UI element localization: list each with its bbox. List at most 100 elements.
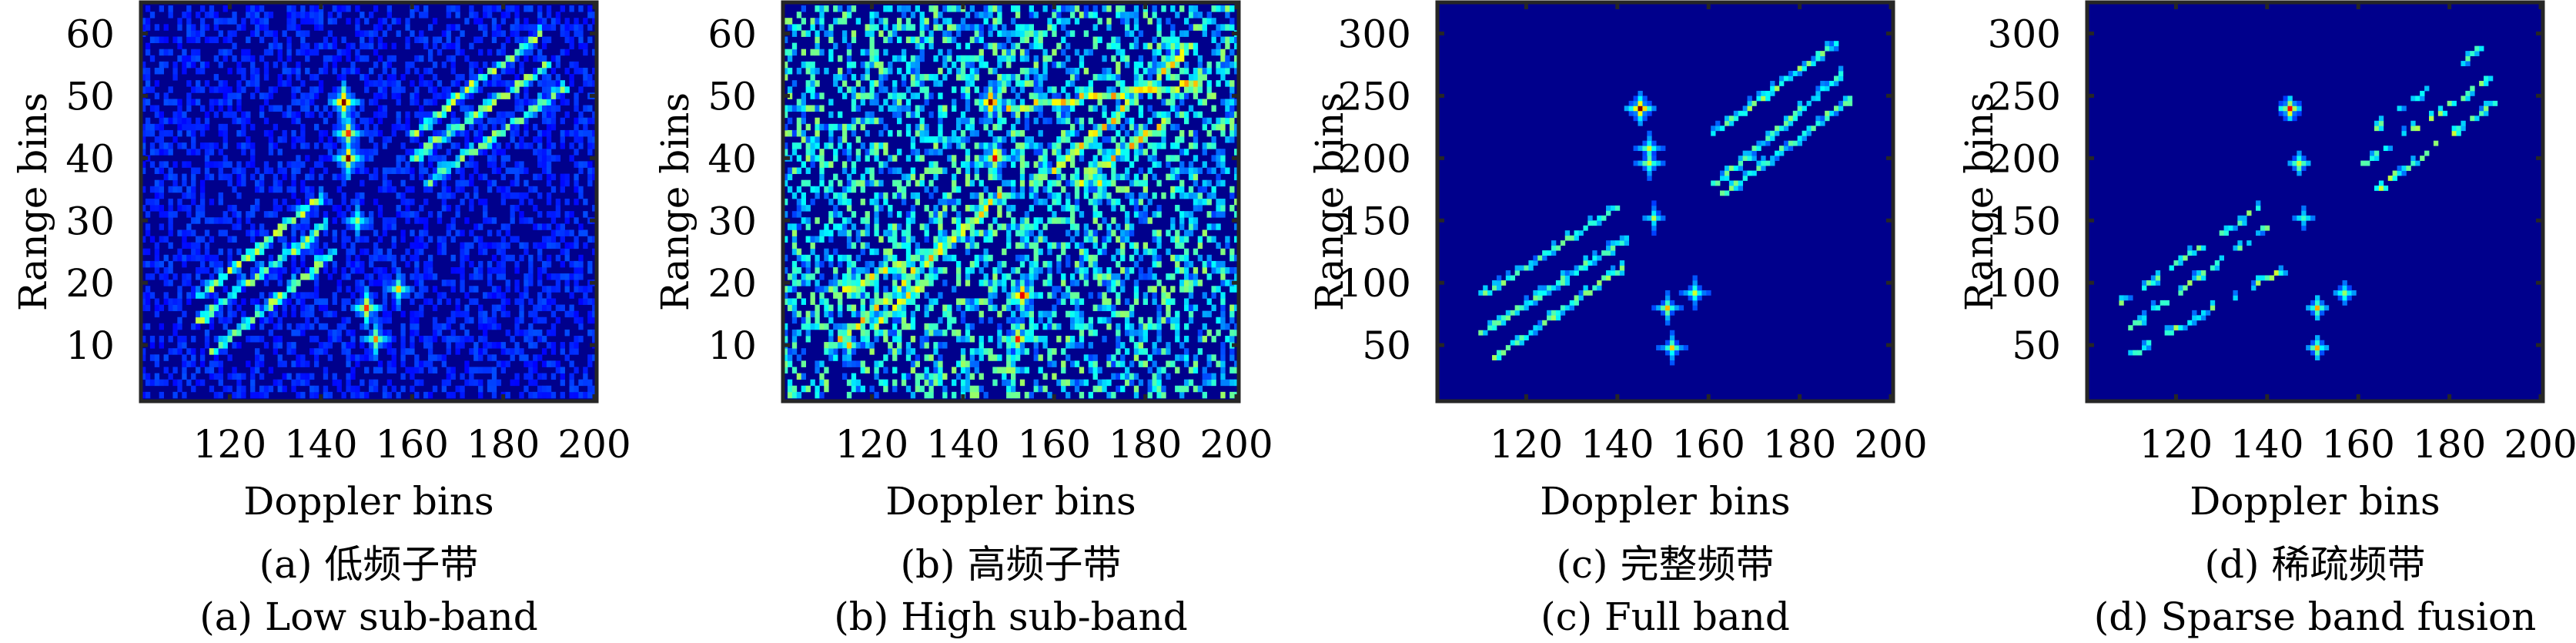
heatmap-cell (204, 24, 210, 31)
heatmap-cell (268, 149, 274, 156)
heatmap-cell (1047, 186, 1052, 193)
heatmap-cell (268, 86, 274, 93)
heatmap-cell (336, 329, 342, 337)
heatmap-cell (1042, 385, 1048, 393)
heatmap-cell (478, 354, 483, 361)
heatmap-cell (1079, 342, 1085, 349)
heatmap-cell (537, 304, 543, 312)
heatmap-cell (241, 286, 246, 293)
heatmap-cell (1069, 5, 1076, 12)
heatmap-cell (213, 373, 219, 380)
heatmap-cell (500, 310, 506, 318)
heatmap-cell (222, 49, 228, 56)
heatmap-cell (241, 167, 246, 174)
heatmap-cell (924, 336, 929, 343)
heatmap-cell (1019, 49, 1025, 56)
heatmap-cell (255, 86, 260, 93)
heatmap-cell (897, 273, 902, 280)
heatmap-cell (846, 55, 852, 62)
heatmap-cell (296, 99, 301, 105)
heatmap-cell (924, 280, 929, 286)
heatmap-cell (373, 123, 379, 131)
heatmap-cell (1047, 360, 1052, 367)
heatmap-cell (236, 286, 242, 293)
heatmap-cell (318, 323, 324, 330)
heatmap-cell (364, 123, 370, 131)
heatmap-cell (992, 292, 998, 299)
heatmap-cell (969, 373, 975, 380)
heatmap-cell (791, 385, 798, 393)
heatmap-cell (255, 5, 260, 12)
heatmap-cell (524, 86, 529, 93)
heatmap-cell (1002, 30, 1007, 37)
heatmap-cell (960, 161, 966, 168)
heatmap-cell (227, 260, 233, 268)
heatmap-cell (791, 342, 798, 349)
heatmap-cell (168, 217, 173, 224)
heatmap-cell (291, 286, 296, 293)
heatmap-cell (432, 117, 438, 125)
heatmap-cell (355, 55, 360, 62)
heatmap-cell (218, 304, 223, 312)
heatmap-cell (942, 55, 948, 62)
heatmap-cell (1088, 354, 1093, 361)
heatmap-cell (427, 298, 433, 305)
heatmap-cell (583, 42, 588, 50)
heatmap-cell (218, 367, 223, 373)
heatmap-cell (983, 236, 989, 243)
heatmap-cell (897, 18, 902, 25)
heatmap-cell (145, 42, 151, 50)
heatmap-cell (300, 161, 306, 168)
heatmap-cell (186, 24, 192, 31)
heatmap-cell (209, 86, 215, 93)
heatmap-cell (355, 280, 360, 286)
heatmap-cell (410, 99, 415, 105)
heatmap-cell (924, 223, 929, 230)
heatmap-cell (528, 186, 534, 193)
heatmap-cell (938, 373, 943, 380)
heatmap-cell (483, 123, 488, 131)
heatmap-cell (546, 198, 552, 206)
heatmap-cell (1074, 92, 1080, 99)
heatmap-cell (587, 379, 593, 387)
heatmap-cell (496, 142, 502, 149)
heatmap-cell (901, 192, 907, 199)
heatmap-cell (897, 242, 902, 249)
heatmap-cell (196, 211, 201, 218)
heatmap-cell (377, 336, 383, 343)
heatmap-cell (546, 273, 552, 280)
heatmap-cell (369, 117, 374, 125)
heatmap-cell (473, 367, 479, 373)
heatmap-cell (400, 310, 406, 318)
heatmap-cell (313, 161, 319, 168)
heatmap-cell (149, 354, 156, 361)
heatmap-cell (578, 67, 584, 75)
heatmap-cell (924, 273, 929, 280)
heatmap-cell (236, 329, 242, 337)
heatmap-cell (296, 298, 301, 305)
heatmap-cell (186, 292, 192, 299)
heatmap-cell (928, 42, 934, 50)
heatmap-cell (952, 105, 957, 112)
heatmap-cell (323, 323, 329, 330)
heatmap-cell (965, 304, 971, 312)
heatmap-cell (227, 49, 233, 56)
heatmap-cell (377, 266, 383, 274)
heatmap-cell (979, 179, 984, 187)
heatmap-cell (300, 42, 306, 50)
heatmap-cell (163, 354, 169, 361)
heatmap-cell (851, 260, 857, 268)
heatmap-cell (478, 136, 483, 143)
heatmap-cell (997, 211, 1002, 218)
heatmap-cell (1083, 266, 1089, 274)
heatmap-cell (318, 24, 324, 31)
heatmap-cell (583, 123, 588, 131)
heatmap-cell (487, 136, 493, 143)
heatmap-cell (373, 142, 379, 149)
heatmap-cell (905, 155, 912, 162)
heatmap-cell (168, 117, 173, 125)
heatmap-cell (796, 211, 802, 218)
heatmap-cell (455, 298, 460, 305)
heatmap-cell (1038, 80, 1043, 87)
heatmap-cell (478, 367, 483, 373)
